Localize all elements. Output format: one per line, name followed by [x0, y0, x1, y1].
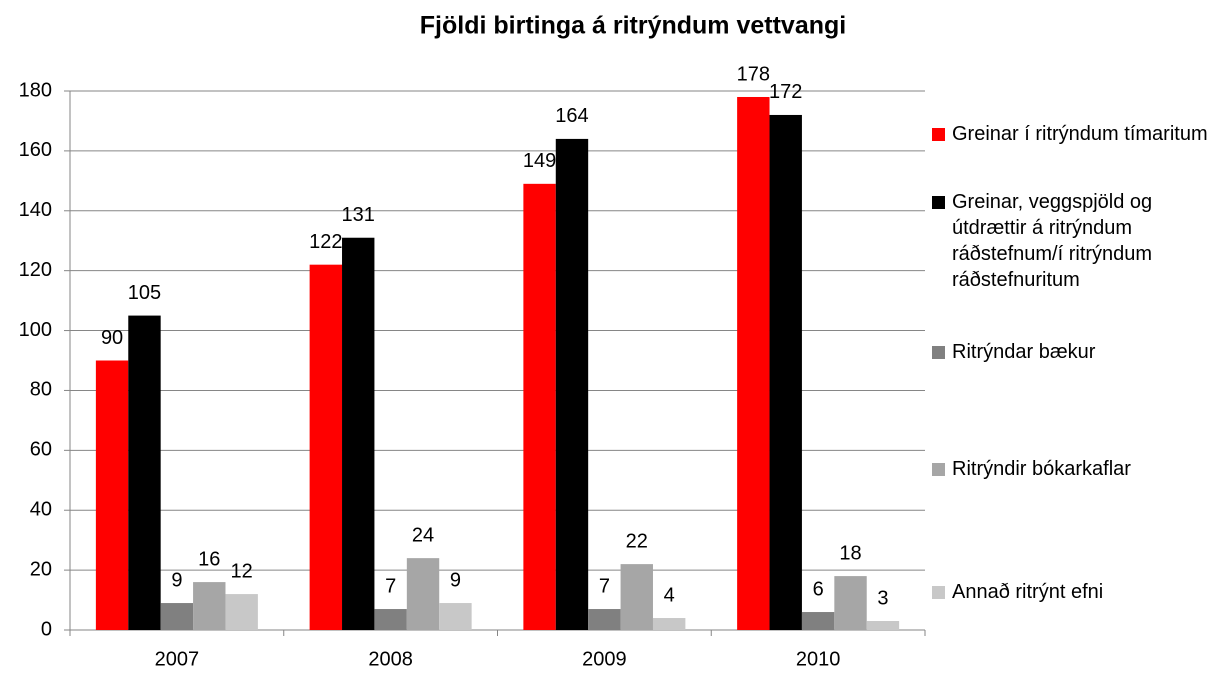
y-tick-label: 120 [19, 259, 52, 281]
legend-swatch [932, 128, 945, 141]
bar [95, 360, 129, 630]
x-tick-label: 2008 [368, 648, 413, 670]
bar [374, 609, 407, 630]
bar [769, 114, 802, 630]
data-label: 7 [599, 575, 610, 597]
bar [128, 315, 161, 630]
y-tick-label: 180 [19, 79, 52, 101]
data-label: 90 [101, 327, 123, 349]
data-label: 105 [128, 282, 161, 304]
legend-swatch [932, 196, 945, 209]
bar [225, 594, 258, 630]
data-label: 12 [231, 560, 253, 582]
data-label: 4 [664, 584, 675, 606]
bar [160, 603, 194, 630]
data-label: 7 [385, 575, 396, 597]
data-label: 22 [626, 530, 648, 552]
y-tick-label: 40 [30, 499, 52, 521]
data-label: 164 [555, 105, 588, 127]
data-label: 149 [523, 150, 556, 172]
y-tick-label: 80 [30, 379, 52, 401]
bar [309, 264, 343, 630]
y-tick-label: 140 [19, 199, 52, 221]
data-label: 24 [412, 524, 434, 546]
legend-label: Ritrýndar bækur [952, 341, 1096, 363]
bar [406, 558, 440, 630]
y-tick-label: 0 [41, 618, 52, 640]
x-tick-label: 2009 [582, 648, 627, 670]
y-tick-label: 60 [30, 439, 52, 461]
legend-swatch [932, 463, 945, 476]
legend-label: Annað ritrýnt efni [952, 581, 1104, 603]
data-label: 18 [839, 542, 861, 564]
data-label: 6 [813, 578, 824, 600]
bar [555, 138, 589, 630]
data-label: 122 [309, 231, 342, 253]
data-label: 131 [342, 204, 375, 226]
data-label: 9 [171, 569, 182, 591]
data-label: 172 [769, 81, 802, 103]
legend-label: Greinar, veggspjöld og útdrættir á ritrý… [952, 191, 1153, 291]
data-label: 9 [450, 569, 461, 591]
bar [866, 621, 900, 630]
chart-title: Fjöldi birtinga á ritrýndum vettvangi [420, 12, 846, 40]
bar [193, 582, 226, 630]
bar [652, 618, 686, 630]
bar [801, 612, 835, 630]
bar [342, 237, 375, 630]
bar [523, 183, 556, 631]
bar [737, 96, 770, 630]
x-tick-label: 2007 [155, 648, 200, 670]
bar [439, 603, 472, 630]
data-label: 3 [877, 587, 888, 609]
bar [620, 564, 653, 630]
y-tick-label: 100 [19, 319, 52, 341]
data-label: 178 [737, 63, 770, 85]
y-tick-label: 20 [30, 558, 52, 580]
legend-swatch [932, 586, 945, 599]
bar [588, 609, 621, 630]
legend-label: Ritrýndir bókarkaflar [952, 458, 1131, 480]
legend-label: Greinar í ritrýndum tímaritum [952, 123, 1208, 145]
y-tick-label: 160 [19, 139, 52, 161]
data-label: 16 [198, 548, 220, 570]
x-tick-label: 2010 [796, 648, 841, 670]
bar [834, 576, 867, 630]
legend-swatch [932, 346, 945, 359]
